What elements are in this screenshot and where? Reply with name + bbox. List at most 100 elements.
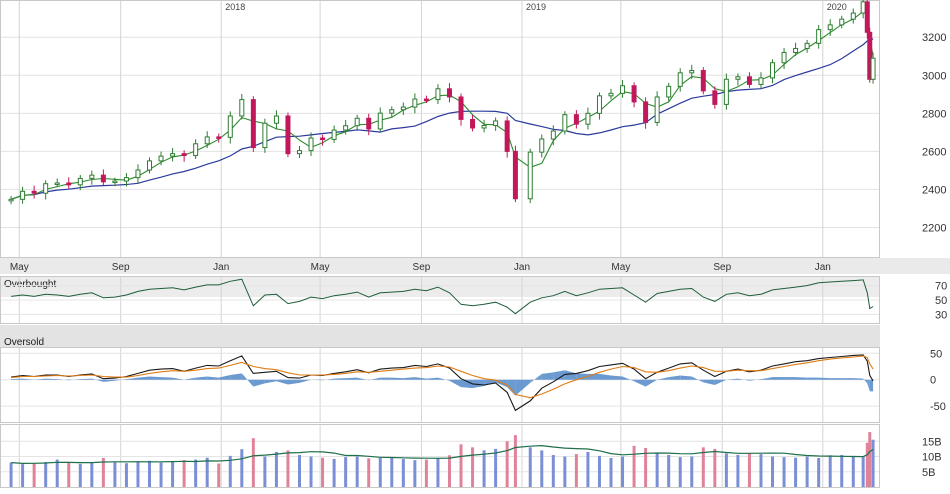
candle-up — [377, 107, 383, 133]
volume-bar — [644, 447, 648, 487]
volume-bar — [621, 456, 625, 487]
candle-up — [723, 73, 729, 110]
candle-down — [285, 112, 291, 158]
volume-bar — [263, 456, 267, 487]
candle-up — [158, 151, 164, 166]
month-label: May — [311, 262, 330, 273]
macd-y-axis: 50 0 -50 — [930, 348, 946, 413]
candle-body — [712, 90, 718, 105]
price-tick-label: 2600 — [922, 146, 946, 158]
rsi-tick-label: 70 — [935, 281, 947, 293]
year-label: 2018 — [225, 2, 245, 12]
macd-histogram-segment — [91, 378, 104, 382]
candle-body — [860, 1, 866, 14]
macd-histogram-segment — [241, 373, 254, 387]
candle-body — [620, 85, 626, 94]
volume-bar — [667, 454, 671, 487]
candle-up — [827, 19, 833, 36]
candle-body — [608, 92, 614, 97]
candle-up — [435, 84, 441, 105]
month-label: May — [611, 262, 630, 273]
volume-bar — [701, 447, 705, 487]
volume-bar — [540, 450, 544, 487]
macd-histogram-segment — [657, 377, 669, 380]
macd-histogram-segment — [680, 375, 692, 380]
macd-histogram-segment — [403, 377, 415, 380]
macd-histogram-segment — [357, 377, 369, 381]
candle-body — [354, 117, 360, 127]
candle-up — [770, 59, 776, 84]
rsi-tick-label: 30 — [935, 309, 947, 321]
candle-up — [781, 47, 787, 70]
volume-bar — [228, 455, 232, 487]
volume-bar — [868, 432, 872, 487]
volume-bar — [332, 458, 336, 487]
candle-down — [712, 86, 718, 109]
macd-histogram-segment — [867, 379, 870, 392]
candle-up — [89, 170, 95, 185]
volume-bar — [355, 456, 359, 487]
candle-up — [43, 180, 49, 200]
candle-body — [54, 182, 60, 185]
volume-bar — [655, 453, 659, 487]
volume-bar — [9, 462, 13, 487]
candle-body — [573, 114, 579, 125]
volume-bar — [274, 451, 278, 487]
macd-histogram-segment — [426, 377, 438, 380]
macd-histogram-segment — [126, 377, 138, 380]
candle-body — [43, 183, 49, 194]
candle-up — [8, 195, 14, 205]
candle-up — [596, 92, 602, 120]
candle-down — [470, 114, 476, 132]
candle-body — [770, 62, 776, 79]
candle-body — [562, 114, 568, 132]
volume-bar — [828, 455, 832, 487]
macd-histogram-segment — [57, 379, 69, 381]
candle-body — [135, 169, 141, 179]
candle-body — [735, 76, 741, 80]
macd-histogram-segment — [564, 370, 577, 380]
macd-histogram-segment — [22, 378, 35, 380]
macd-histogram-segment — [541, 372, 554, 380]
candle-body — [585, 112, 591, 125]
candle-body — [850, 12, 856, 20]
volume-tick-label: 5B — [922, 467, 935, 479]
macd-histogram-segment — [553, 370, 565, 380]
candle-body — [864, 1, 870, 33]
macd-histogram-segment — [230, 373, 242, 380]
candle-body — [677, 72, 683, 87]
volume-bar — [865, 442, 869, 487]
volume-bars — [9, 432, 875, 487]
candle-up — [239, 93, 245, 120]
candle-body — [227, 115, 233, 138]
candle-up — [262, 118, 268, 153]
macd-histogram-segment — [622, 376, 635, 382]
volume-bar — [101, 458, 105, 487]
candle-up — [758, 72, 764, 89]
macd-histogram-segment — [576, 373, 588, 380]
macd-histogram-segment — [645, 379, 658, 387]
month-label: Jan — [514, 262, 530, 273]
macd-histogram-segment — [68, 379, 81, 381]
volume-bar — [771, 456, 775, 487]
candle-body — [512, 150, 518, 200]
volume-bar — [861, 457, 865, 487]
rsi-polyline — [11, 278, 874, 315]
volume-bar — [297, 454, 301, 487]
candle-body — [20, 190, 26, 200]
candle-body — [170, 153, 176, 157]
volume-bar — [551, 454, 555, 487]
macd-histogram-segment — [818, 377, 831, 380]
volume-bar — [805, 456, 809, 487]
candle-body — [493, 120, 499, 127]
macd-histogram-segment — [841, 378, 854, 380]
volume-bar — [44, 461, 48, 487]
candle-down — [66, 177, 72, 190]
year-label: 2019 — [526, 2, 546, 12]
candle-body — [458, 96, 464, 120]
macd-histogram-segment — [11, 378, 23, 380]
candle-up — [331, 125, 337, 143]
volume-bar — [494, 448, 498, 487]
